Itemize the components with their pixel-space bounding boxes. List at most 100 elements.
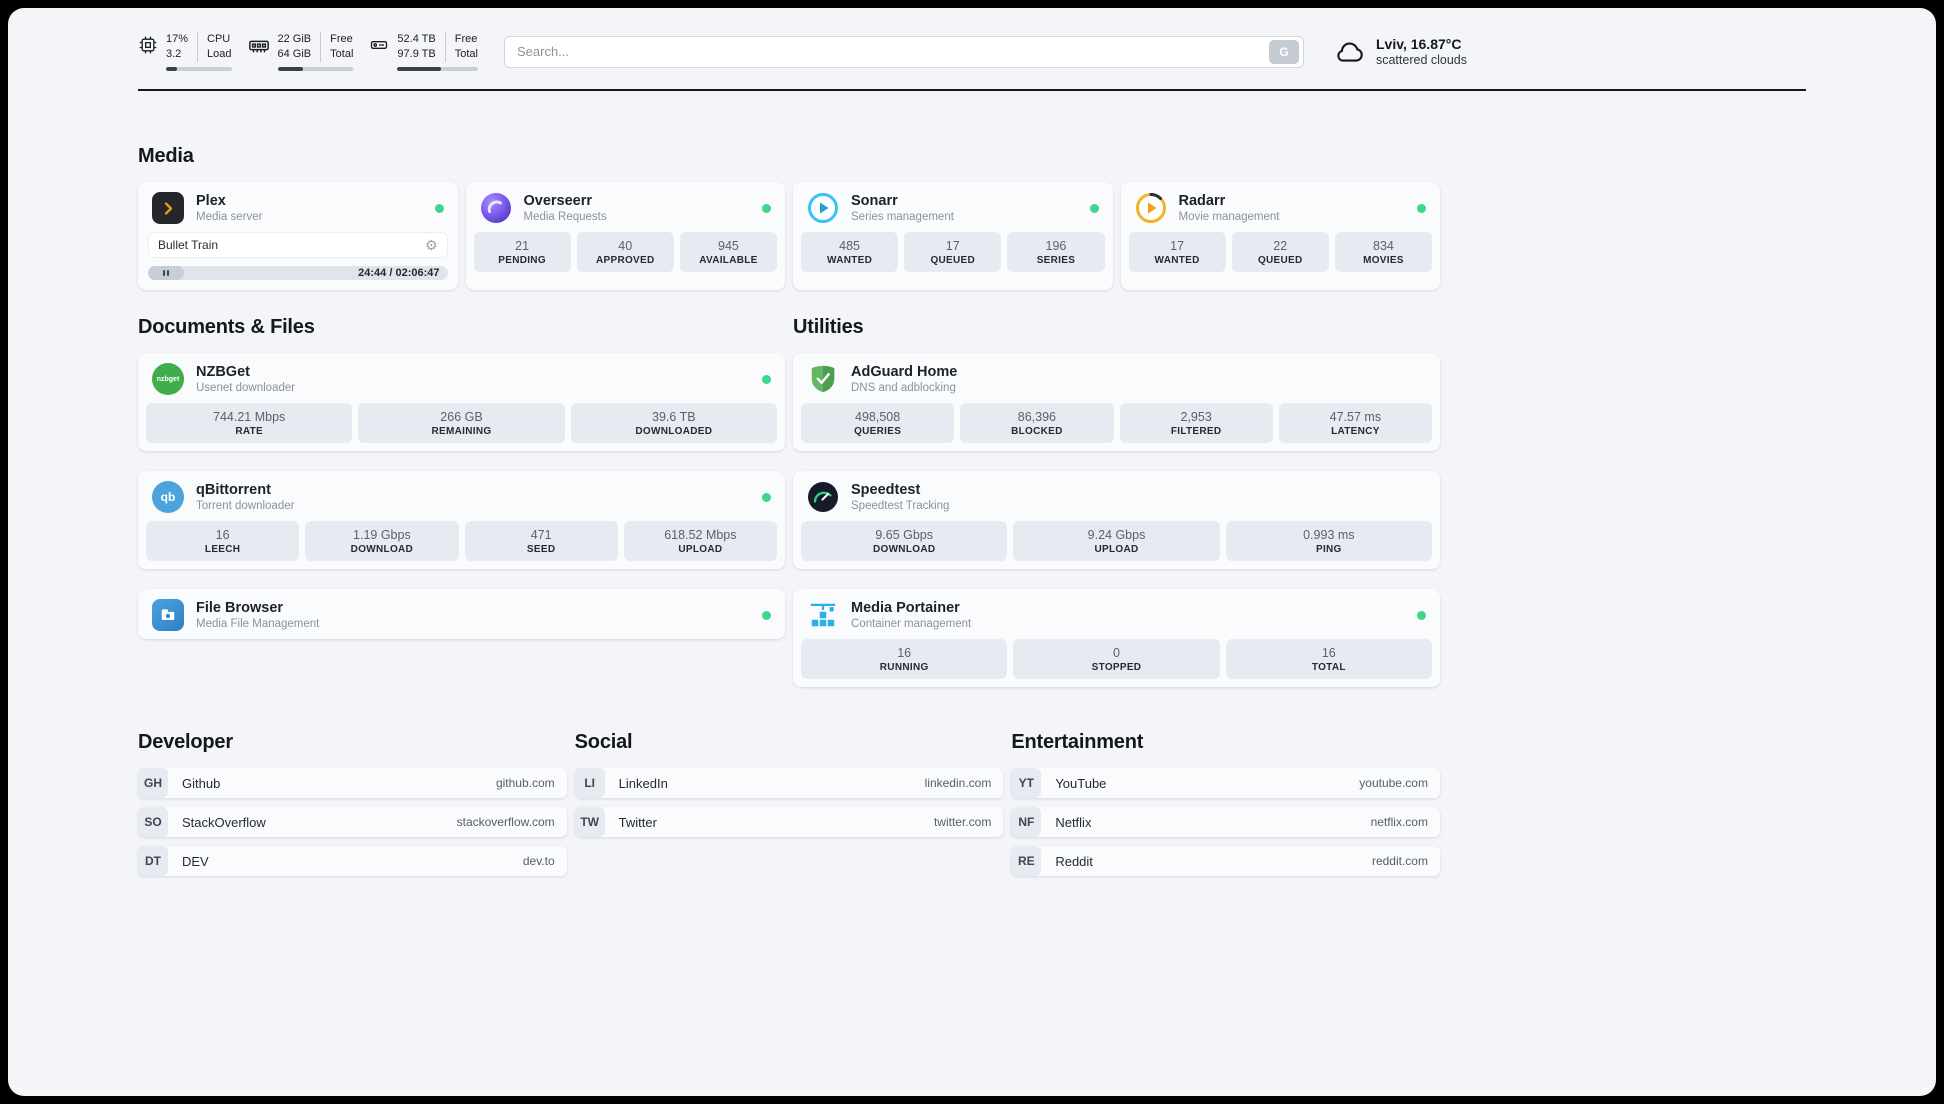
app-card-speedtest[interactable]: Speedtest Speedtest Tracking 9.65 Gbps D… [793, 471, 1440, 569]
section-social: Social LI LinkedIn linkedin.com TW Twitt… [574, 731, 1004, 846]
overseerr-meta: Overseerr Media Requests [524, 193, 607, 223]
stat-tile: 16 LEECH [146, 521, 300, 561]
ram-icon [248, 40, 269, 53]
stat-tile: 0 STOPPED [1013, 639, 1220, 679]
stat-value: 2,953 [1180, 409, 1212, 424]
stat-label: BLOCKED [1011, 425, 1063, 437]
stat-value: 16 [215, 527, 230, 542]
link-netflix[interactable]: NF Netflix netflix.com [1011, 807, 1440, 837]
search-input[interactable] [516, 44, 1269, 59]
app-name: Radarr [1178, 193, 1226, 209]
stat-tile: 40 APPROVED [576, 232, 674, 272]
status-dot [1089, 203, 1099, 213]
overseerr-icon [480, 192, 512, 224]
link-name: LinkedIn [618, 775, 668, 791]
stat-label: UPLOAD [678, 543, 723, 555]
dashboard-page: 17% 3.2 CPU Load [8, 8, 1936, 1096]
app-desc: Series management [851, 211, 954, 223]
link-name: Netflix [1055, 814, 1092, 830]
sonarr-header: Sonarr Series management [793, 182, 1113, 232]
status-dot [762, 203, 771, 213]
link-stackoverflow[interactable]: SO StackOverflow stackoverflow.com [138, 807, 567, 837]
stat-label: SEED [526, 543, 556, 555]
link-reddit[interactable]: RE Reddit reddit.com [1011, 846, 1440, 876]
app-desc: Media File Management [196, 618, 320, 630]
github-icon: GH [138, 768, 168, 798]
stat-label: PING [1315, 543, 1342, 555]
stat-label: STOPPED [1091, 661, 1142, 673]
now-playing-box: Bullet Train ⚙ [148, 232, 448, 258]
stat-label: LATENCY [1331, 425, 1380, 437]
app-card-qbittorrent[interactable]: qb qBittorrent Torrent downloader 16 LEE… [138, 471, 785, 569]
overseerr-header: Overseerr Media Requests [466, 182, 786, 232]
cpu-progress-bar [166, 67, 232, 71]
stat-value: 498,508 [855, 409, 901, 424]
reddit-icon: RE [1011, 846, 1042, 876]
app-card-adguard[interactable]: AdGuard Home DNS and adblocking 498,508 … [793, 353, 1440, 451]
weather-widget[interactable]: Lviv, 16.87°C scattered clouds [1332, 35, 1467, 69]
adguard-stats: 498,508 QUERIES 86,396 BLOCKED 2,953 FIL… [793, 403, 1440, 451]
stat-tile: 498,508 QUERIES [801, 403, 955, 443]
stat-value: 471 [530, 527, 552, 542]
cpu-progress-fill [166, 67, 178, 71]
stat-label: FILTERED [1170, 425, 1222, 437]
link-twitter[interactable]: TW Twitter twitter.com [574, 807, 1004, 837]
stat-tile: 16 TOTAL [1225, 639, 1432, 679]
app-card-portainer[interactable]: Media Portainer Container management 16 … [793, 589, 1440, 687]
pause-button[interactable] [148, 266, 184, 280]
top-bar: 17% 3.2 CPU Load [138, 32, 1806, 91]
playback-progress-bar[interactable]: 24:44 / 02:06:47 [148, 266, 448, 280]
qbittorrent-meta: qBittorrent Torrent downloader [196, 482, 294, 512]
adguard-meta: AdGuard Home DNS and adblocking [851, 364, 957, 394]
media-grid: Plex Media server Bullet Train ⚙ 24:44 /… [138, 182, 1440, 290]
linkedin-icon: LI [574, 768, 605, 798]
stackoverflow-icon: SO [138, 807, 168, 837]
utilities-stack: AdGuard Home DNS and adblocking 498,508 … [793, 353, 1440, 687]
link-url: netflix.com [1370, 815, 1428, 829]
ram-total: 64 GiB [277, 48, 312, 60]
stat-tile: 47.57 ms LATENCY [1278, 403, 1432, 443]
stat-tile: 834 MOVIES [1334, 232, 1433, 272]
filebrowser-header: File Browser Media File Management [138, 589, 785, 639]
stat-value: 485 [839, 238, 861, 253]
portainer-crane-icon [807, 599, 839, 631]
app-card-nzbget[interactable]: nzbget NZBGet Usenet downloader 744.21 M… [138, 353, 785, 451]
disk-free: 52.4 TB [397, 33, 436, 45]
stat-label: MOVIES [1363, 254, 1404, 266]
stat-value: 744.21 Mbps [213, 409, 286, 424]
sonarr-icon [807, 192, 839, 224]
ram-progress-bar [277, 67, 354, 71]
app-card-filebrowser[interactable]: File Browser Media File Management [138, 589, 785, 639]
app-card-overseerr[interactable]: Overseerr Media Requests 21 PENDING 40 A… [465, 182, 786, 290]
app-card-sonarr[interactable]: Sonarr Series management 485 WANTED 17 Q… [793, 182, 1113, 290]
media-section-title: Media [138, 145, 194, 167]
stat-label: DOWNLOADED [635, 425, 713, 437]
app-card-plex[interactable]: Plex Media server Bullet Train ⚙ 24:44 /… [138, 182, 458, 290]
status-dot [1417, 610, 1426, 620]
divider [444, 32, 446, 62]
radarr-icon [1135, 192, 1167, 224]
app-card-radarr[interactable]: Radarr Movie management 17 WANTED 22 QUE… [1120, 182, 1441, 290]
radarr-stats: 17 WANTED 22 QUEUED 834 MOVIES [1121, 232, 1441, 280]
link-github[interactable]: GH Github github.com [138, 768, 567, 798]
stat-label: RATE [235, 425, 263, 437]
search-engine-button[interactable]: G [1268, 39, 1299, 64]
stat-label: REMAINING [431, 425, 492, 437]
app-desc: Media server [196, 211, 263, 223]
stat-tile: 1.19 Gbps DOWNLOAD [305, 521, 459, 561]
disk-label-1: Free [454, 33, 478, 45]
cpu-load-value: 3.2 [166, 48, 182, 60]
app-desc: Speedtest Tracking [851, 500, 950, 512]
disk-metric: 52.4 TB 97.9 TB Free Total [369, 32, 478, 71]
gear-icon[interactable]: ⚙ [424, 237, 438, 253]
stat-label: DOWNLOAD [872, 543, 936, 555]
link-youtube[interactable]: YT YouTube youtube.com [1011, 768, 1440, 798]
cpu-metric-text: 17% 3.2 CPU Load [166, 32, 232, 62]
ram-label-1: Free [330, 33, 353, 45]
nzbget-meta: NZBGet Usenet downloader [196, 364, 295, 394]
stat-label: LEECH [204, 543, 241, 555]
stat-value: 39.6 TB [652, 409, 696, 424]
link-name: StackOverflow [182, 814, 266, 830]
link-linkedin[interactable]: LI LinkedIn linkedin.com [574, 768, 1004, 798]
link-dev[interactable]: DT DEV dev.to [138, 846, 567, 876]
